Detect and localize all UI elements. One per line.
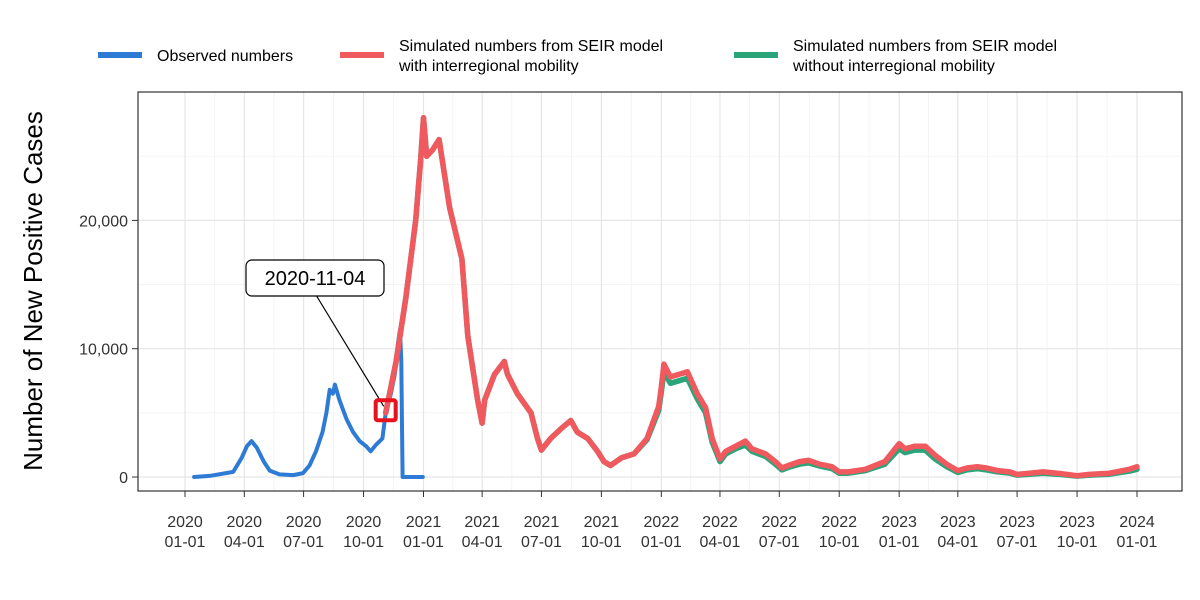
legend-label-observed: Observed numbers [157,48,293,65]
x-tick-label-year: 2023 [940,514,976,531]
x-tick-label-date: 04-01 [224,534,265,551]
legend-label-line: with interregional mobility [398,58,579,75]
x-tick-label-year: 2023 [999,514,1035,531]
legend-item-sim-with: Simulated numbers from SEIR model with in… [340,38,663,75]
x-tick-label-date: 07-01 [759,534,800,551]
x-tick-label-year: 2020 [346,514,382,531]
x-tick-label-date: 10-01 [343,534,384,551]
legend-label-sim-without: Simulated numbers from SEIR model without… [792,38,1057,75]
legend-label-line: without interregional mobility [792,58,995,75]
annotation-leader-line [315,294,385,407]
x-tick-label-year: 2021 [584,514,620,531]
x-tick-label-date: 10-01 [819,534,860,551]
x-tick-label-year: 2020 [167,514,203,531]
x-tick-label-date: 07-01 [997,534,1038,551]
legend-item-sim-without: Simulated numbers from SEIR model without… [734,38,1057,75]
x-tick-label-date: 04-01 [462,534,503,551]
x-tick-label-date: 01-01 [403,534,444,551]
x-tick-label-date: 01-01 [641,534,682,551]
annotation-layer: 2020-11-04 [245,259,398,423]
legend-label-line: Observed numbers [157,48,293,65]
annotation-label-box [245,259,385,297]
x-tick-label-date: 10-01 [1057,534,1098,551]
annotation-label: 2020-11-04 [265,268,366,290]
x-tick-label-date: 10-01 [581,534,622,551]
plot-border [137,91,1183,492]
y-tick-label: 10,000 [79,342,128,359]
x-tick-label-year: 2020 [226,514,262,531]
x-tick-label-year: 2022 [702,514,738,531]
legend-item-observed: Observed numbers [98,48,293,65]
annotation-marker-box [373,398,398,423]
x-tick-label-year: 2022 [644,514,680,531]
x-tick-label-year: 2021 [464,514,500,531]
gridlines [138,92,1182,491]
y-tick-label: 20,000 [79,213,128,230]
series-sim-with-mobility-line [382,115,1140,479]
y-axis: 0 10,000 20,000 [79,213,138,487]
legend-label-sim-with: Simulated numbers from SEIR model with in… [398,38,663,75]
x-tick-label-date: 01-01 [879,534,920,551]
series-layer [192,115,1140,479]
y-tick-label: 0 [119,470,128,487]
legend-label-line: Simulated numbers from SEIR model [399,38,663,55]
x-tick-label-year: 2023 [1059,514,1095,531]
x-tick-label-date: 07-01 [283,534,324,551]
x-tick-label-year: 2020 [286,514,322,531]
y-axis-label: Number of New Positive Cases [18,111,48,471]
x-tick-label-date: 07-01 [521,534,562,551]
x-tick-label-year: 2023 [881,514,917,531]
x-tick-label-date: 01-01 [165,534,206,551]
legend: Observed numbers Simulated numbers from … [98,38,1057,75]
legend-label-line: Simulated numbers from SEIR model [793,38,1057,55]
x-tick-label-year: 2022 [821,514,857,531]
x-axis: 2020 01-01 2020 04-01 2020 07-01 2020 10-01 2021… [165,491,1158,551]
x-tick-label-year: 2021 [406,514,442,531]
x-tick-label-date: 01-01 [1117,534,1158,551]
x-tick-label-date: 04-01 [700,534,741,551]
x-tick-label-year: 2021 [524,514,560,531]
x-tick-label-year: 2022 [761,514,797,531]
x-tick-label-date: 04-01 [937,534,978,551]
x-tick-label-year: 2024 [1119,514,1155,531]
